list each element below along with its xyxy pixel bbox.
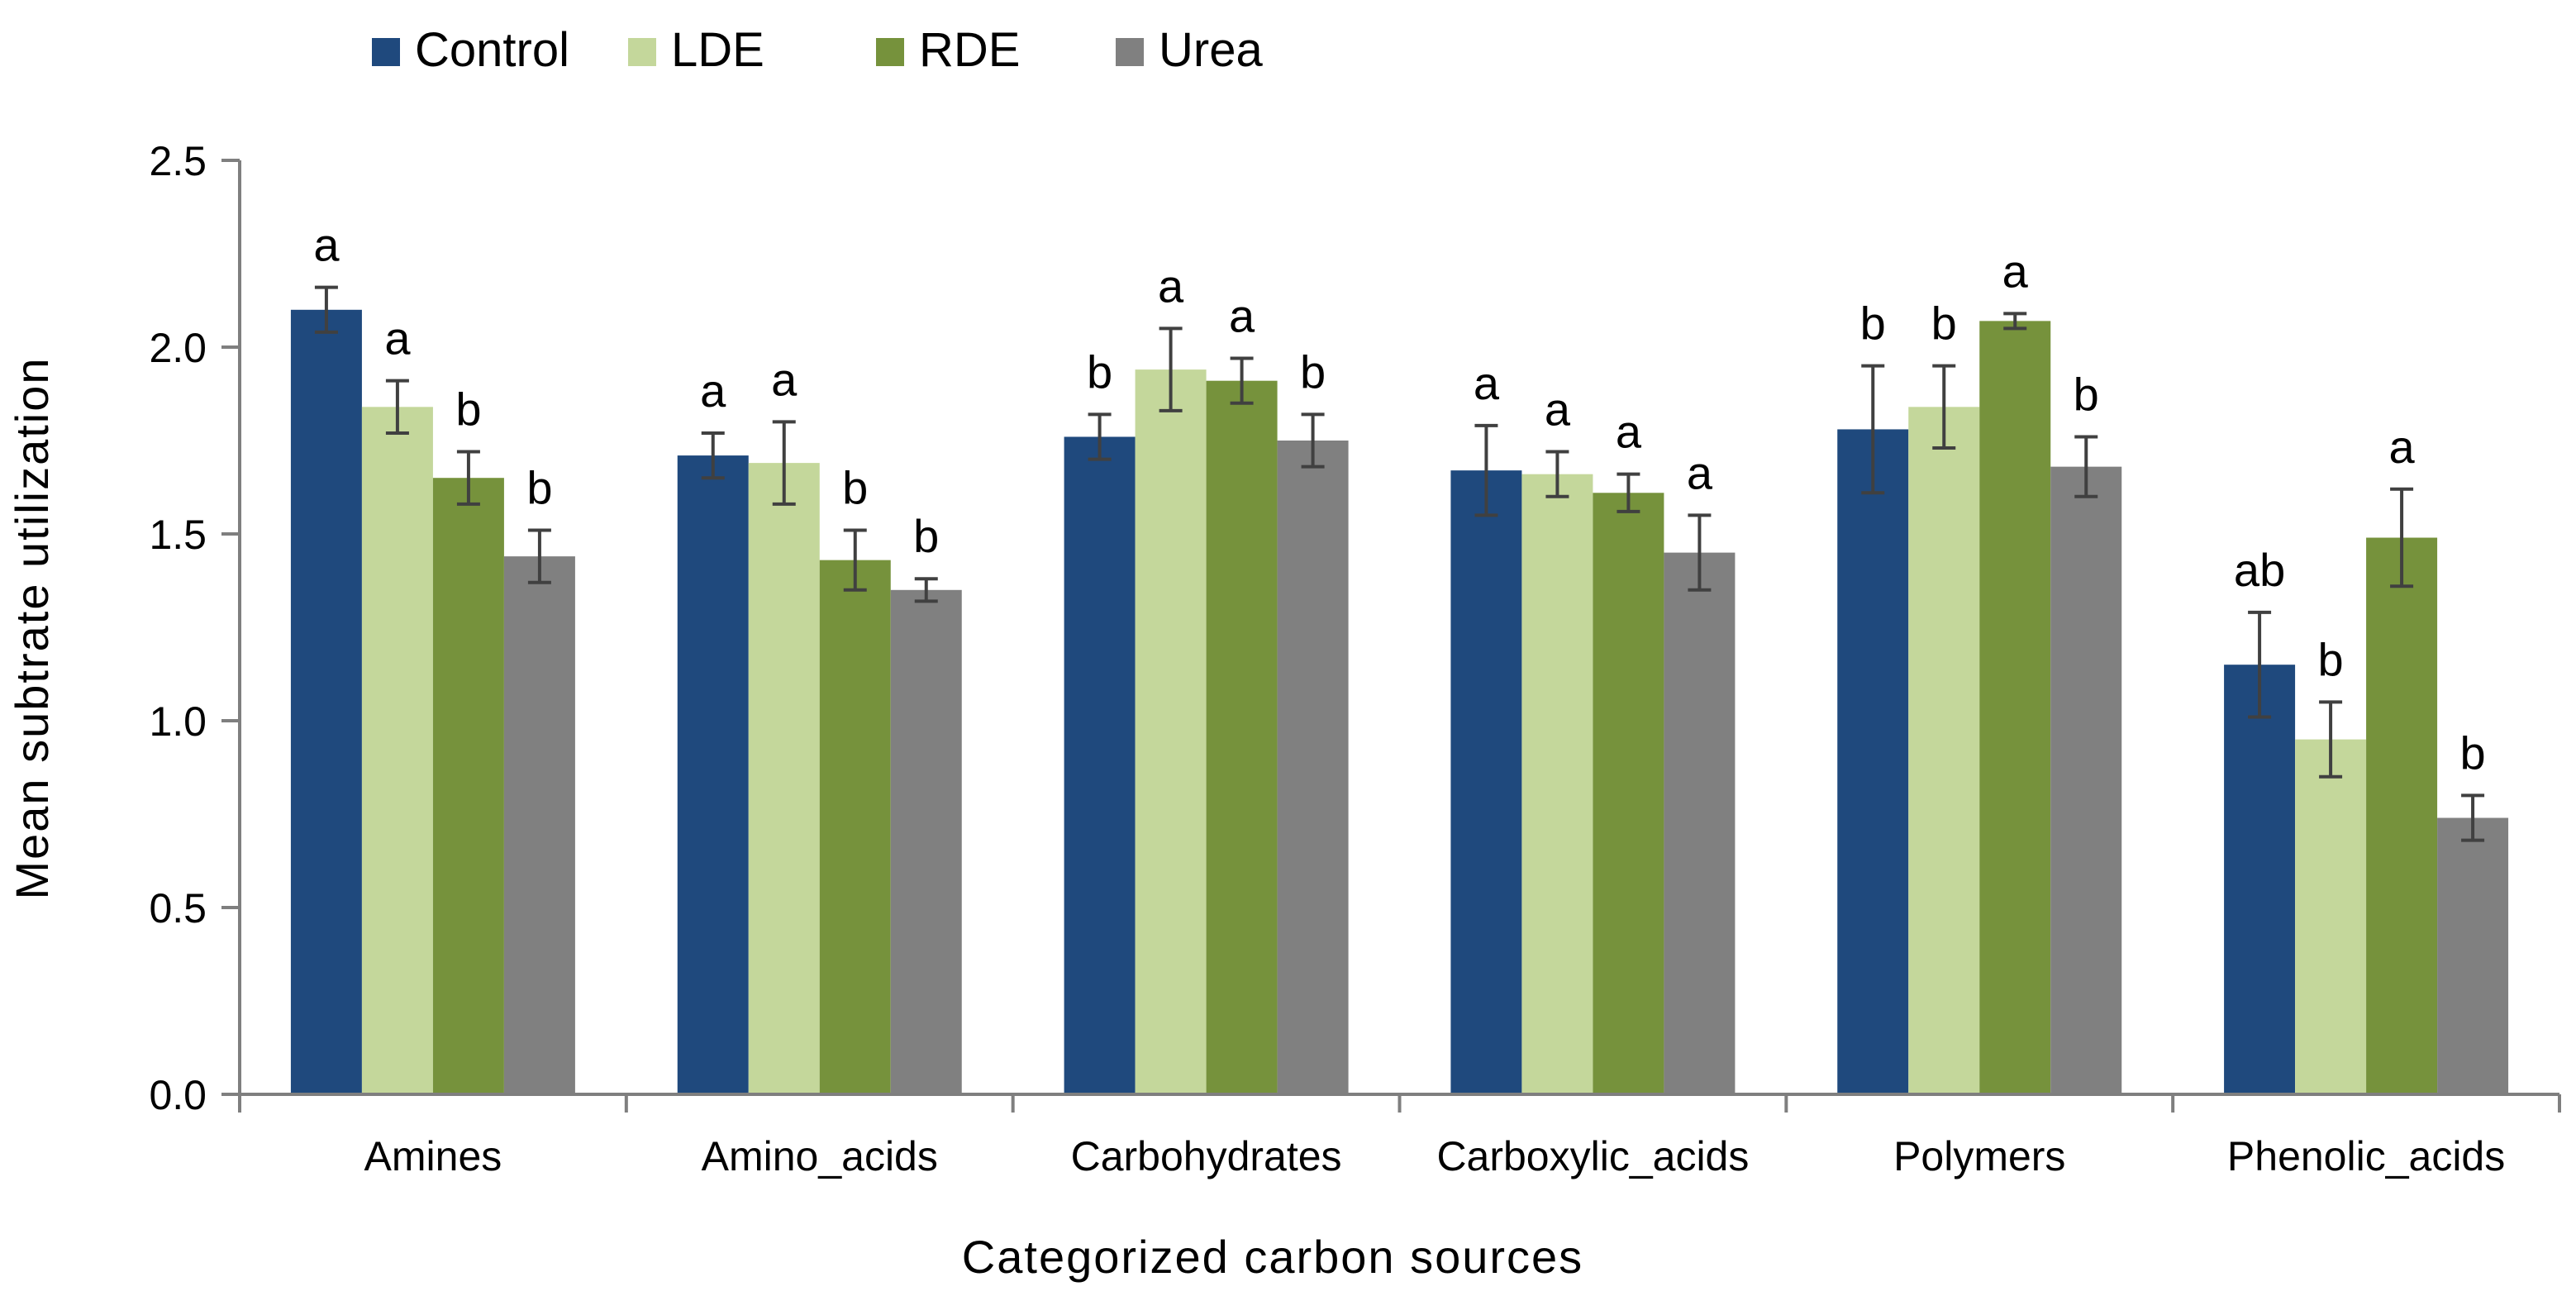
- significance-label: b: [2318, 633, 2344, 685]
- y-tick-label: 0.5: [149, 885, 207, 932]
- bar: [1277, 441, 1349, 1094]
- x-axis: Amines Amino_acids Carbohydrates Carboxylic…: [238, 1093, 2561, 1179]
- bar: [290, 309, 362, 1094]
- significance-label: b: [2074, 368, 2099, 420]
- significance-label: b: [1300, 345, 1326, 398]
- significance-label: a: [1616, 406, 1642, 458]
- bar: [503, 556, 575, 1094]
- significance-label: ab: [2234, 544, 2285, 596]
- bar: [819, 560, 891, 1094]
- bar: [1979, 321, 2051, 1094]
- legend: Control LDE RDE Urea: [372, 23, 1263, 77]
- y-tick-label: 2.0: [149, 325, 207, 371]
- significance-label: a: [1474, 357, 1500, 409]
- bar: [432, 478, 504, 1094]
- significance-label: b: [1860, 298, 1886, 350]
- significance-label: b: [1931, 298, 1957, 350]
- bar: [2050, 466, 2122, 1094]
- significance-label: a: [771, 353, 798, 405]
- bar: [2366, 537, 2438, 1094]
- legend-swatch: [628, 38, 656, 66]
- significance-label: a: [2002, 245, 2029, 297]
- x-tick-label: Polymers: [1893, 1133, 2065, 1179]
- y-tick-label: 1.0: [149, 698, 207, 745]
- significance-label: a: [1687, 446, 1713, 498]
- bar: [1837, 429, 1909, 1094]
- legend-label: LDE: [671, 23, 764, 77]
- bar: [361, 407, 433, 1094]
- significance-label: a: [1158, 260, 1184, 312]
- x-tick-label: Carboxylic_acids: [1436, 1133, 1749, 1179]
- y-axis-title: Mean subtrate utilization: [6, 356, 58, 899]
- x-tick-label: Amino_acids: [702, 1133, 938, 1179]
- significance-label: a: [1229, 290, 1255, 342]
- legend-swatch: [876, 38, 904, 66]
- significance-label: a: [384, 312, 411, 364]
- bar: [1064, 436, 1136, 1094]
- x-tick-label: Carbohydrates: [1071, 1133, 1342, 1179]
- x-tick-label: Phenolic_acids: [2227, 1133, 2505, 1179]
- significance-label: a: [1545, 384, 1571, 436]
- significance-label: b: [2460, 727, 2486, 779]
- significance-label: b: [526, 461, 552, 513]
- bar: [1521, 474, 1593, 1094]
- bar: [2437, 817, 2509, 1094]
- significance-label: b: [913, 510, 939, 562]
- bar: [2224, 665, 2296, 1094]
- legend-label: Control: [415, 23, 569, 77]
- significance-label: a: [313, 219, 340, 271]
- significance-label: b: [842, 461, 868, 513]
- y-tick-label: 0.0: [149, 1072, 207, 1118]
- significance-label: b: [1087, 345, 1112, 398]
- x-tick-label: Amines: [364, 1133, 502, 1179]
- bar: [2295, 739, 2367, 1094]
- legend-swatch: [1116, 38, 1144, 66]
- bar: [1908, 407, 1980, 1094]
- y-axis: 0.0 0.5 1.0 1.5 2.0 2.5: [149, 138, 241, 1118]
- legend-label: Urea: [1159, 23, 1263, 77]
- bar: [890, 589, 962, 1094]
- legend-label: RDE: [919, 23, 1020, 77]
- bar: [1135, 369, 1207, 1094]
- x-axis-title: Categorized carbon sources: [962, 1231, 1583, 1283]
- significance-label: b: [455, 384, 481, 436]
- bar: [1664, 552, 1736, 1094]
- y-tick-label: 1.5: [149, 512, 207, 558]
- bar: [1450, 470, 1522, 1094]
- significance-label: a: [700, 364, 726, 417]
- bar: [1206, 380, 1278, 1094]
- bar: [677, 455, 749, 1094]
- legend-swatch: [372, 38, 400, 66]
- bar: [1593, 493, 1664, 1094]
- y-tick-label: 2.5: [149, 138, 207, 184]
- bar: [748, 463, 820, 1094]
- significance-label: a: [2389, 421, 2416, 473]
